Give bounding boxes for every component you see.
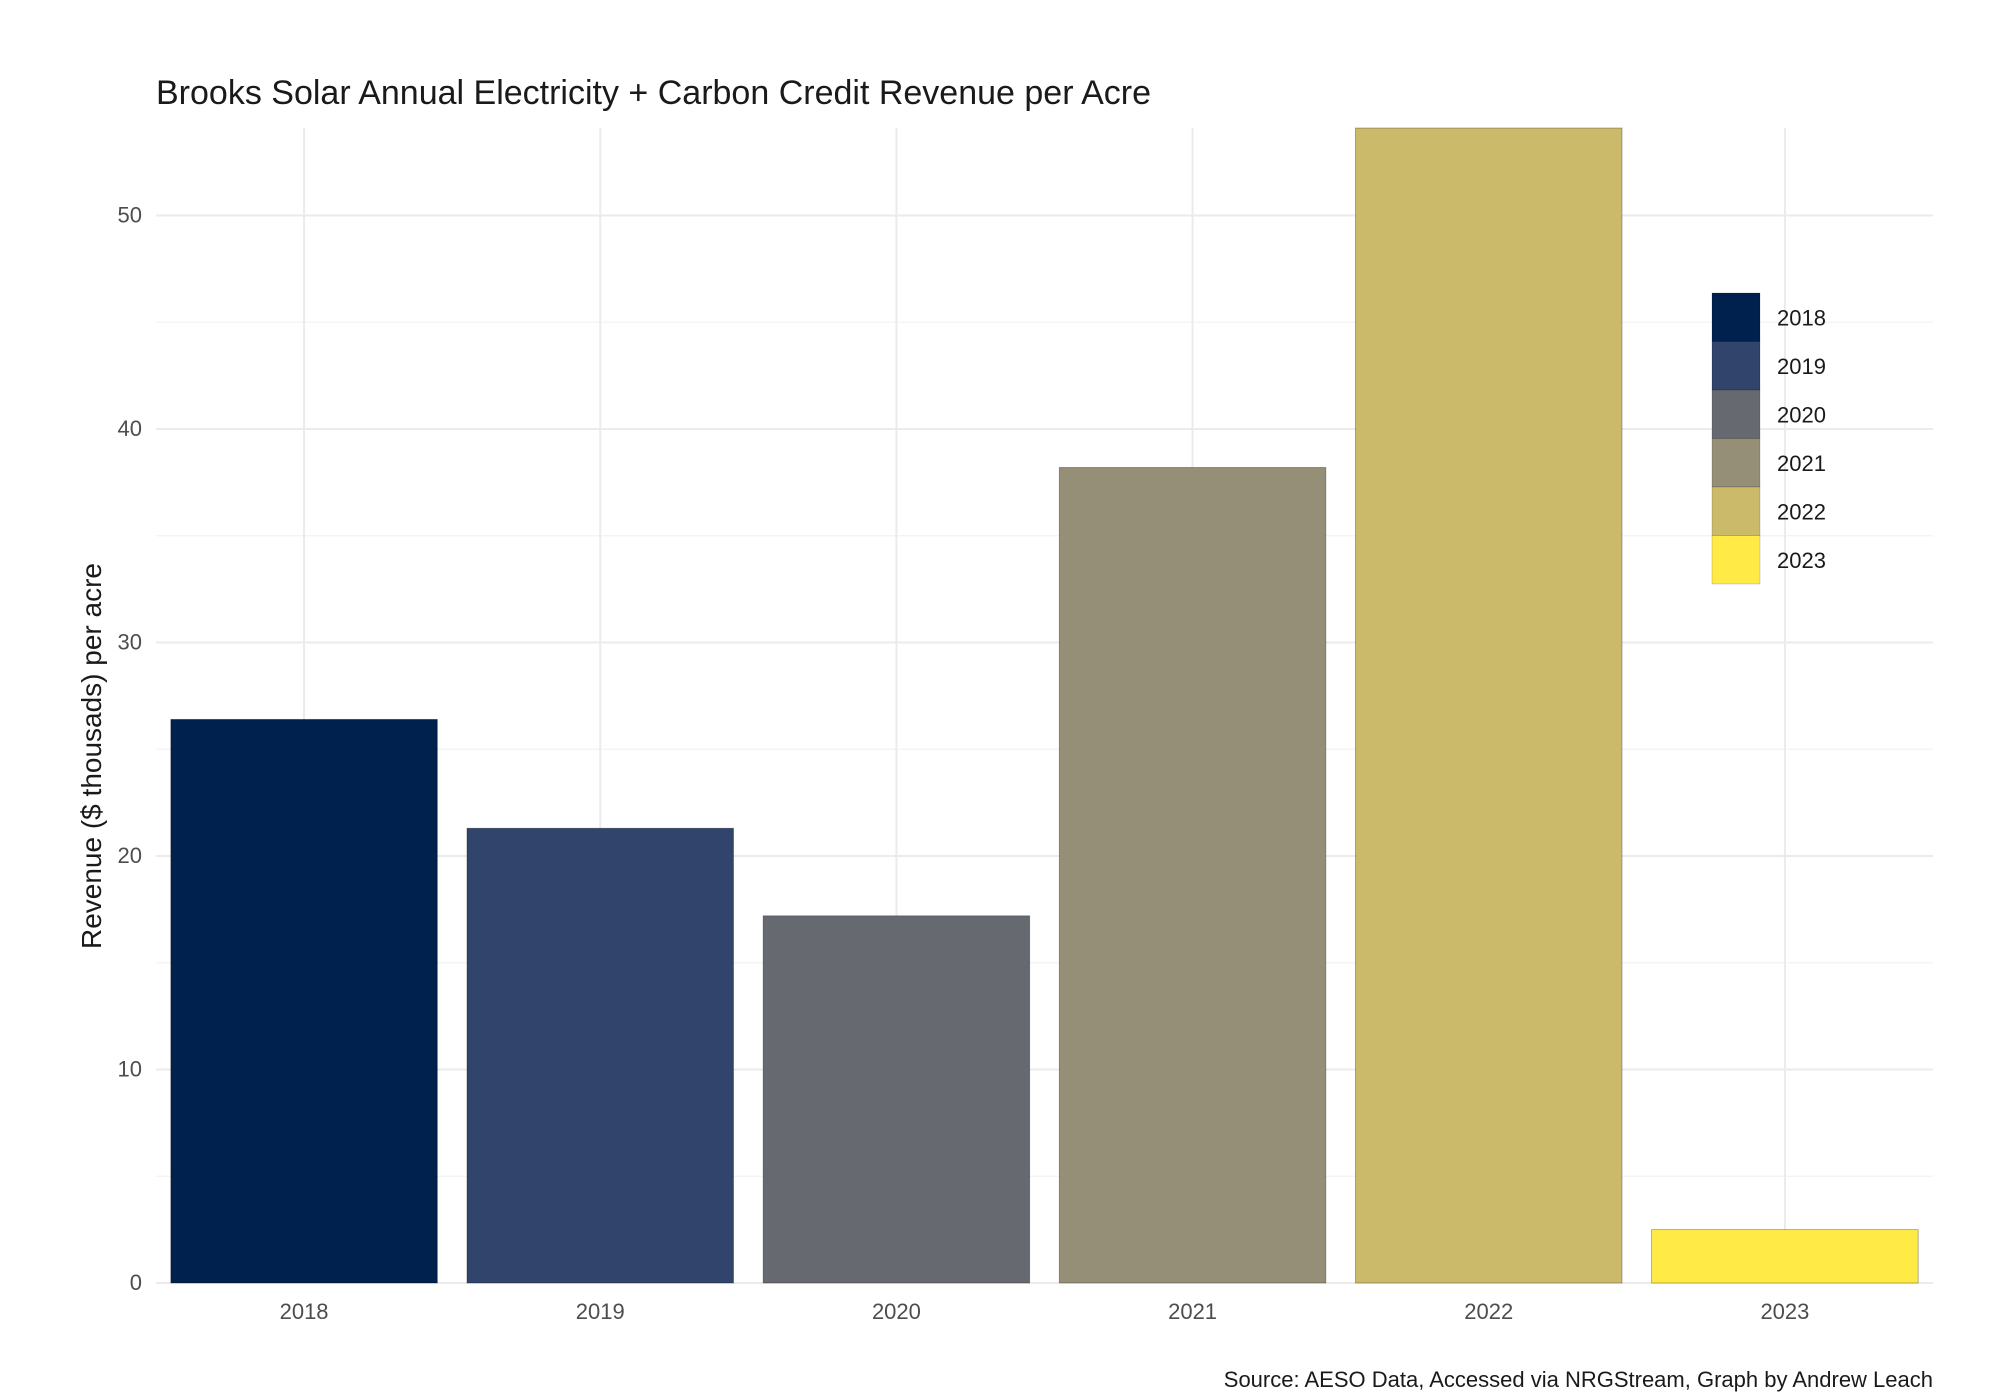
bars <box>170 127 1919 1284</box>
x-tick-label: 2021 <box>1168 1299 1217 1324</box>
bar-2018 <box>170 718 438 1284</box>
y-tick-label: 50 <box>118 203 142 228</box>
bar-2019 <box>466 827 734 1284</box>
legend-label-2018: 2018 <box>1777 305 1826 330</box>
x-axis-ticks: 2018 2019 2020 2021 2022 2023 <box>280 1299 1810 1324</box>
y-axis-ticks: 0 10 20 30 40 50 <box>118 203 142 1295</box>
y-tick-label: 0 <box>130 1270 142 1295</box>
y-axis-title: Revenue ($ thousads) per acre <box>76 563 107 949</box>
x-tick-label: 2023 <box>1760 1299 1809 1324</box>
x-tick-label: 2019 <box>576 1299 625 1324</box>
y-tick-label: 30 <box>118 630 142 655</box>
y-tick-label: 40 <box>118 416 142 441</box>
legend-key-2022 <box>1711 486 1761 536</box>
legend-label-2019: 2019 <box>1777 354 1826 379</box>
legend-label-2020: 2020 <box>1777 402 1826 427</box>
x-tick-label: 2018 <box>280 1299 329 1324</box>
y-tick-label: 20 <box>118 843 142 868</box>
bar-2020 <box>762 915 1031 1284</box>
legend-key-2018 <box>1711 292 1761 342</box>
legend-key-2020 <box>1711 389 1761 439</box>
y-tick-label: 10 <box>118 1057 142 1082</box>
legend-label-2023: 2023 <box>1777 548 1826 573</box>
bar-2023 <box>1651 1229 1919 1284</box>
x-tick-label: 2020 <box>872 1299 921 1324</box>
chart-title: Brooks Solar Annual Electricity + Carbon… <box>156 74 1151 112</box>
legend: 2018 2019 2020 2021 2022 2023 <box>1711 292 1826 585</box>
legend-key-2019 <box>1711 341 1761 391</box>
legend-label-2021: 2021 <box>1777 451 1826 476</box>
legend-key-2023 <box>1711 535 1761 585</box>
bar-2022 <box>1355 127 1623 1284</box>
legend-label-2022: 2022 <box>1777 499 1826 524</box>
x-tick-label: 2022 <box>1464 1299 1513 1324</box>
legend-key-2021 <box>1711 438 1761 488</box>
chart-caption: Source: AESO Data, Accessed via NRGStrea… <box>1224 1367 1933 1392</box>
bar-2021 <box>1058 467 1327 1284</box>
